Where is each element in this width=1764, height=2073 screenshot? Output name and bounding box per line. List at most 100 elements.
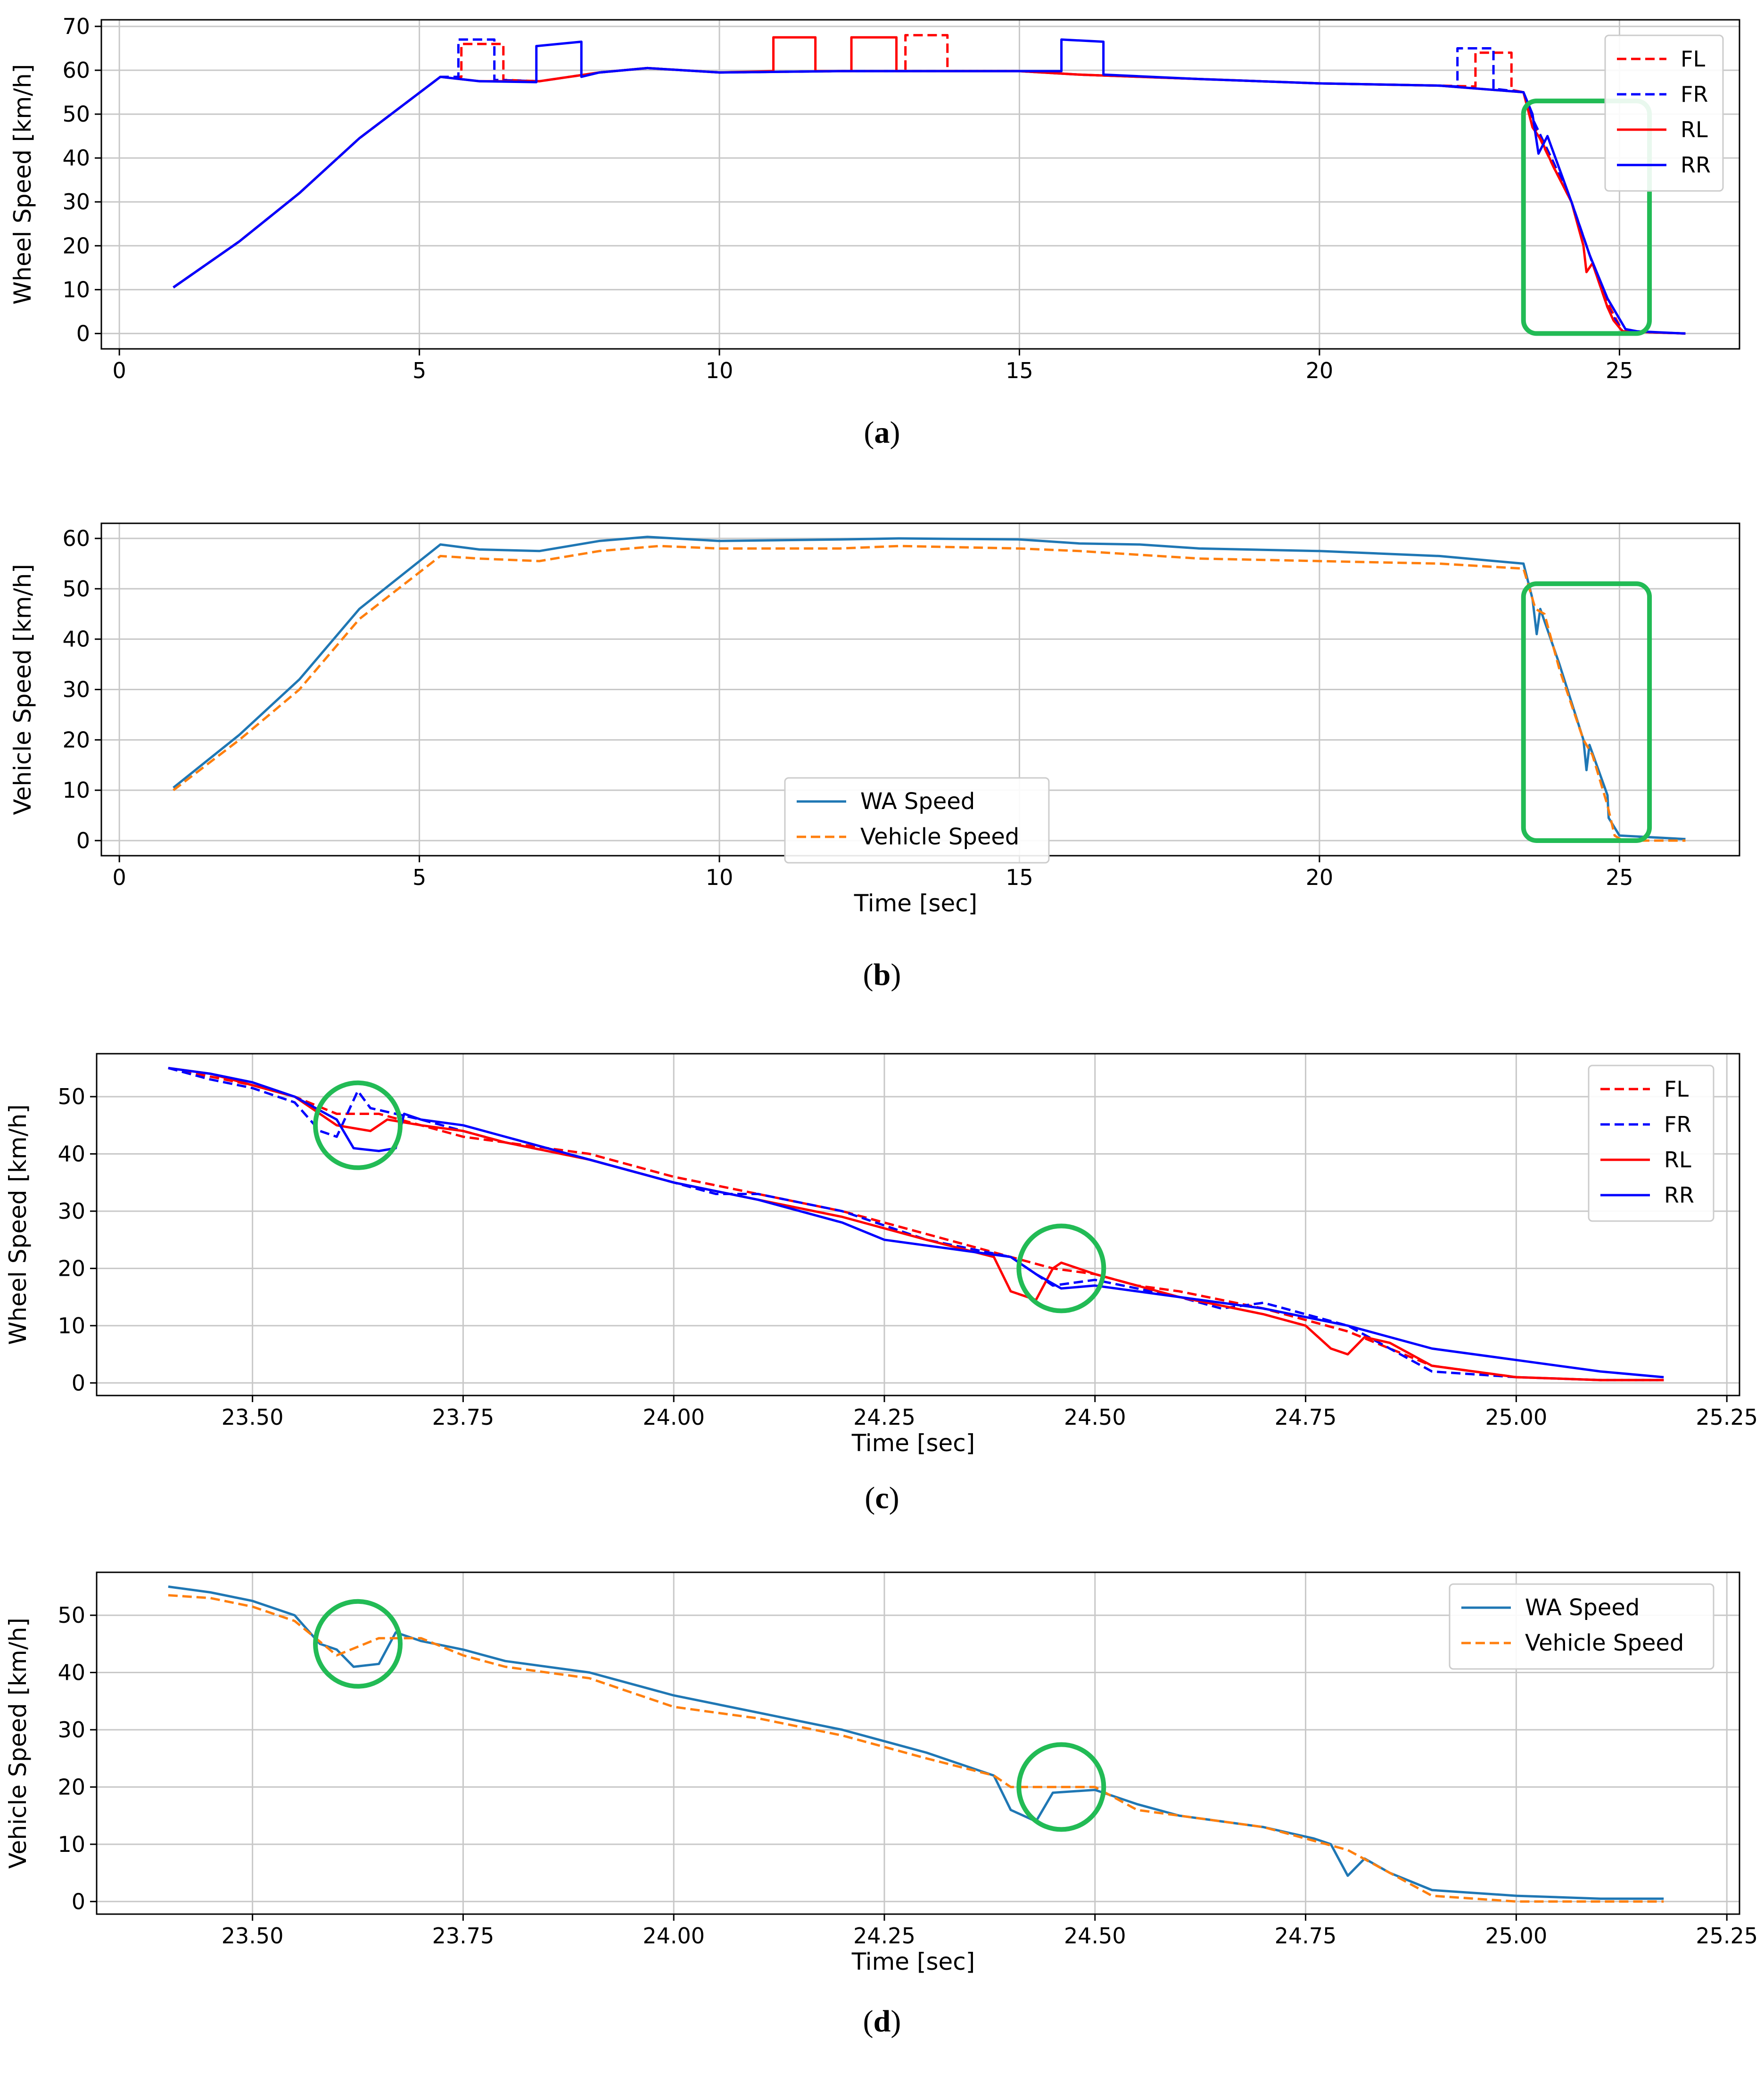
highlight-circle xyxy=(1016,1223,1106,1313)
legend-box xyxy=(1588,1065,1715,1222)
x-tick-label: 10 xyxy=(706,865,734,890)
legend-label: FR xyxy=(1664,1112,1691,1137)
wheel-speed-zoom-chart: 23.50 23.75 24.00 24.25 24.50 24.75 25.00 25.25… xyxy=(4,1053,1758,1457)
y-tick-label: 10 xyxy=(62,777,90,803)
caption-b-letter: b xyxy=(873,958,891,992)
y-tick-label: 40 xyxy=(62,145,90,171)
series-line-rr xyxy=(168,1066,1664,1379)
x-tick-label: 0 xyxy=(113,358,126,383)
y-tick-label: 50 xyxy=(62,576,90,602)
x-tick-label: 25 xyxy=(1606,358,1633,383)
series-line-fl xyxy=(168,1066,1664,1381)
highlight-circle xyxy=(313,1080,403,1170)
legend-label: RR xyxy=(1664,1182,1694,1208)
plot-frame xyxy=(100,19,1740,350)
y-tick-label: 0 xyxy=(72,1889,85,1914)
legend-label: RL xyxy=(1681,117,1708,142)
legend-box xyxy=(784,777,1050,864)
x-tick-label: 25.00 xyxy=(1485,1923,1548,1949)
legend-label: RR xyxy=(1681,152,1711,178)
series-line-fr xyxy=(168,1066,1664,1381)
panel-c: 23.50 23.75 24.00 24.25 24.50 24.75 25.00 25.25… xyxy=(0,1028,1764,1499)
x-tick-label: 20 xyxy=(1306,358,1334,383)
x-tick-label: 24.50 xyxy=(1064,1923,1126,1949)
x-tick-label: 24.50 xyxy=(1064,1404,1126,1430)
caption-d: (d) xyxy=(863,2004,901,2039)
x-tick-label: 5 xyxy=(412,358,426,383)
y-tick-label: 50 xyxy=(58,1084,85,1109)
y-tick-label: 60 xyxy=(62,58,90,83)
x-tick-label: 23.50 xyxy=(222,1404,284,1430)
series-line-wa-speed xyxy=(173,536,1686,841)
panel-a: 0 5 10 15 20 25 0 10 20 30 40 50 60 70 Wheel Speed [km… xyxy=(0,0,1764,486)
highlight-box xyxy=(1521,99,1652,336)
y-axis-label: Wheel Speed [km/h] xyxy=(4,1104,32,1345)
y-tick-label: 40 xyxy=(58,1141,85,1167)
x-axis-label: Time [sec] xyxy=(854,890,978,917)
highlight-circle xyxy=(313,1599,403,1689)
y-tick-label: 0 xyxy=(76,828,90,853)
plot-frame xyxy=(96,1053,1740,1396)
x-axis-label: Time [sec] xyxy=(851,1948,975,1975)
x-tick-label: 23.75 xyxy=(432,1923,495,1949)
y-tick-label: 10 xyxy=(58,1832,85,1857)
panel-d: 23.50 23.75 24.00 24.25 24.50 24.75 25.00 25.25… xyxy=(0,1546,1764,2018)
series-line-rr xyxy=(173,38,1686,335)
y-tick-label: 30 xyxy=(58,1198,85,1224)
x-tick-label: 24.00 xyxy=(643,1923,705,1949)
series-line-vehicle-speed xyxy=(173,545,1686,842)
series-line-fr xyxy=(173,38,1686,335)
x-tick-label: 15 xyxy=(1006,865,1033,890)
y-axis-label: Vehicle Speed [km/h] xyxy=(9,564,36,815)
vehicle-speed-chart: 0 5 10 15 20 25 0 10 20 30 40 50 60 Vehicle Speed [km… xyxy=(9,522,1740,917)
x-tick-label: 25 xyxy=(1606,865,1633,890)
wheel-speed-chart: 0 5 10 15 20 25 0 10 20 30 40 50 60 70 Wheel Speed [km… xyxy=(9,14,1740,383)
panel-b: 0 5 10 15 20 25 0 10 20 30 40 50 60 Vehicle Speed [km… xyxy=(0,509,1764,981)
legend-label: RL xyxy=(1664,1147,1691,1173)
caption-d-letter: d xyxy=(873,2004,891,2039)
x-tick-label: 23.75 xyxy=(432,1404,495,1430)
y-tick-label: 10 xyxy=(58,1313,85,1338)
caption-c-letter: c xyxy=(875,1481,889,1515)
x-axis-label: Time [sec] xyxy=(851,1429,975,1457)
y-tick-label: 0 xyxy=(72,1370,85,1396)
highlight-circle xyxy=(1016,1742,1106,1832)
x-tick-label: 5 xyxy=(412,865,426,890)
y-tick-label: 50 xyxy=(62,101,90,127)
y-tick-label: 30 xyxy=(62,189,90,215)
vehicle-speed-zoom-chart: 23.50 23.75 24.00 24.25 24.50 24.75 25.00 25.25… xyxy=(4,1571,1758,1975)
x-tick-label: 15 xyxy=(1006,358,1033,383)
y-tick-label: 20 xyxy=(58,1774,85,1800)
y-tick-label: 30 xyxy=(62,677,90,702)
y-tick-label: 10 xyxy=(62,277,90,302)
x-tick-label: 25.25 xyxy=(1696,1923,1758,1949)
plot-frame xyxy=(96,1571,1740,1915)
series-line-wa-speed xyxy=(168,1585,1664,1900)
x-tick-label: 25.00 xyxy=(1485,1404,1548,1430)
y-tick-label: 40 xyxy=(58,1660,85,1685)
y-tick-label: 20 xyxy=(58,1255,85,1281)
caption-c: (c) xyxy=(865,1481,899,1515)
y-tick-label: 30 xyxy=(58,1717,85,1743)
x-tick-label: 20 xyxy=(1306,865,1334,890)
series-line-rl xyxy=(168,1066,1664,1381)
x-tick-label: 23.50 xyxy=(222,1923,284,1949)
y-tick-label: 60 xyxy=(62,526,90,551)
y-tick-label: 20 xyxy=(62,233,90,258)
y-axis-label: Vehicle Speed [km/h] xyxy=(4,1618,32,1869)
series-line-vehicle-speed xyxy=(168,1594,1664,1903)
legend-label: FL xyxy=(1664,1076,1689,1102)
x-tick-label: 24.00 xyxy=(643,1404,705,1430)
y-tick-label: 20 xyxy=(62,727,90,752)
caption-a: (a) xyxy=(864,415,900,450)
x-tick-label: 24.75 xyxy=(1275,1923,1337,1949)
x-tick-label: 24.25 xyxy=(853,1923,915,1949)
legend-label: WA Speed xyxy=(1525,1594,1640,1621)
y-axis-label: Wheel Speed [km/h] xyxy=(9,64,36,305)
legend-label: FL xyxy=(1681,46,1705,72)
x-tick-label: 24.75 xyxy=(1275,1404,1337,1430)
highlight-box xyxy=(1521,581,1652,843)
y-tick-label: 0 xyxy=(76,321,90,346)
legend-box xyxy=(1449,1583,1715,1670)
y-tick-label: 40 xyxy=(62,627,90,652)
